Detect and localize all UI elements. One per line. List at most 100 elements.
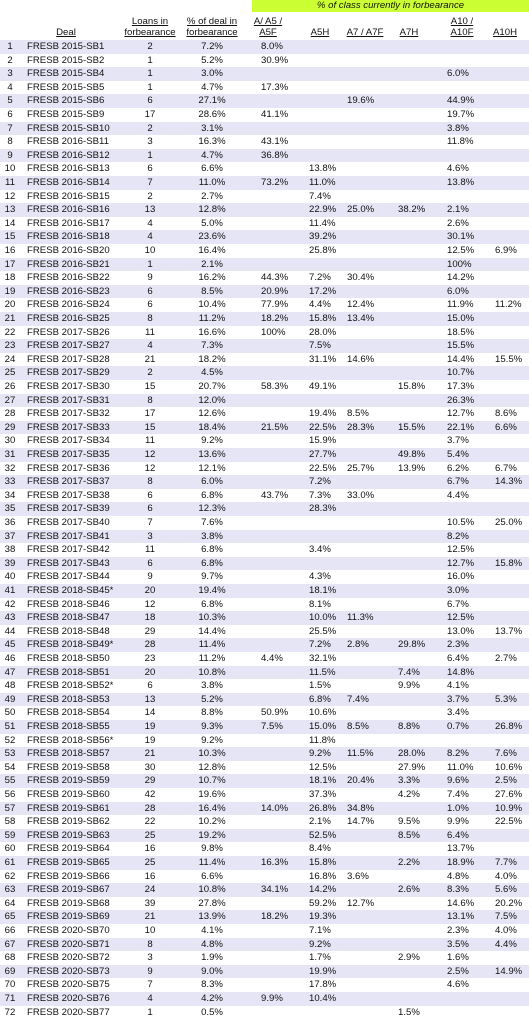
table-cell: 5.6% (495, 884, 517, 896)
table-cell: 16.2% (198, 272, 226, 284)
table-row: 72 FRESB 2020-SB77 1 0.5% 1.5% (0, 1006, 529, 1020)
table-cell: 13.4% (347, 313, 375, 324)
table-cell: 6 (147, 163, 153, 175)
table-cell: 52 (4, 734, 16, 746)
table-cell: 17 (4, 258, 16, 270)
table-cell: 8.5% (201, 285, 223, 297)
table-row: 48 FRESB 2018-SB52* 6 3.8% 1.5% 9.9% 4.1% (0, 679, 529, 693)
table-cell: 5.2% (201, 54, 223, 66)
deal-name: FRESB 2015-SB9 (27, 109, 105, 120)
table-cell: 12.7% (447, 557, 475, 569)
table-cell: 37 (4, 530, 16, 542)
table-cell: 19 (4, 285, 16, 297)
deal-name: FRESB 2016-SB20 (27, 245, 110, 256)
table-cell: 11.8% (309, 734, 336, 746)
table-cell: 12 (4, 190, 16, 202)
column-header: A7 / A7F (346, 26, 384, 38)
table-cell: 12.5% (309, 761, 337, 773)
table-cell: 7.5% (495, 911, 517, 923)
deal-name: FRESB 2019-SB64 (27, 843, 110, 855)
table-cell: 17 (144, 109, 156, 120)
table-cell: 64 (4, 897, 16, 909)
table-cell: 25.0% (495, 517, 523, 528)
table-cell: 52.5% (309, 829, 337, 841)
table-cell: 7.2% (201, 41, 223, 52)
deal-name: FRESB 2017-SB44 (27, 571, 110, 583)
table-cell: 2.3% (447, 639, 469, 651)
table-cell: 10.8% (198, 884, 226, 896)
table-cell: 7.2% (309, 476, 331, 488)
table-cell: 12 (144, 598, 156, 610)
table-cell: 10 (144, 925, 156, 936)
table-cell: 11.3% (347, 612, 374, 624)
table-cell: 25.0% (347, 204, 375, 216)
table-cell: 7.4% (347, 693, 369, 705)
table-cell: 9.9% (261, 993, 283, 1004)
table-row: 65 FRESB 2019-SB69 21 13.9% 18.2% 19.3% 13.1% 7… (0, 910, 529, 924)
deal-name: FRESB 2019-SB61 (27, 802, 110, 814)
deal-name: FRESB 2017-SB38 (27, 489, 110, 501)
table-cell: 8 (147, 394, 153, 406)
table-cell: 12.3% (198, 503, 226, 515)
deal-name: FRESB 2017-SB26 (27, 326, 110, 338)
deal-name: FRESB 2015-SB2 (27, 54, 105, 66)
table-cell: 5.2% (201, 693, 223, 705)
table-row: 33 FRESB 2017-SB37 8 6.0% 7.2% 6.7% 14.3% (0, 475, 529, 489)
table-cell: 8.4% (309, 843, 331, 855)
table-cell: 25 (144, 829, 156, 841)
deal-name: FRESB 2019-SB58 (27, 761, 110, 773)
table-cell: 4 (147, 217, 153, 229)
table-cell: 19.2% (198, 829, 226, 841)
table-cell: 11.4% (198, 639, 226, 651)
table-cell: 9 (147, 571, 153, 583)
table-row: 1 FRESB 2015-SB1 2 7.2% 8.0% (0, 40, 529, 54)
table-cell: 3 (147, 952, 153, 964)
table-cell: 14.6% (447, 897, 475, 909)
table-cell: 22.5% (495, 816, 523, 828)
table-cell: 33.0% (347, 489, 375, 501)
table-cell: 26.3% (447, 394, 475, 406)
table-cell: 11.0% (447, 761, 474, 773)
table-cell: 9.3% (201, 721, 223, 732)
table-row: 28 FRESB 2017-SB32 17 12.6% 19.4% 8.5% 12.7% 8.… (0, 407, 529, 421)
table-cell: 56 (4, 789, 16, 800)
table-cell: 1 (7, 41, 13, 52)
table-cell: 2.8% (347, 639, 369, 651)
deal-name: FRESB 2017-SB41 (27, 530, 110, 542)
table-cell: 29 (144, 625, 156, 637)
table-cell: 72 (4, 1006, 16, 1018)
table-row: 59 FRESB 2019-SB63 25 19.2% 52.5% 8.5% 6.4% (0, 828, 529, 843)
table-cell: 4.0% (495, 870, 517, 882)
table-cell: 16.8% (309, 870, 337, 882)
table-cell: 10.7% (447, 367, 475, 379)
table-cell: 6.2% (447, 462, 469, 474)
table-cell: 19.3% (309, 911, 337, 923)
table-cell: 8.0% (261, 41, 283, 52)
table-cell: 4.4% (447, 489, 469, 501)
table-cell: 8.5% (347, 408, 369, 420)
table-cell: 11.2% (495, 299, 522, 311)
table-cell: 7 (147, 517, 153, 528)
table-cell: 44.9% (447, 95, 475, 107)
table-row: 53 FRESB 2018-SB57 21 10.3% 9.2% 11.5% 28.0% 8.… (0, 747, 529, 761)
table-cell: 14.3% (495, 476, 523, 488)
table-cell: 7.5% (261, 721, 283, 732)
table-cell: 6.8% (201, 489, 223, 501)
table-cell: 12.8% (198, 204, 226, 216)
deal-name: FRESB 2016-SB11 (27, 136, 109, 148)
table-row: 24 FRESB 2017-SB28 21 18.2% 31.1% 14.6% 14.4% 1… (0, 353, 529, 367)
table-cell: 28 (144, 802, 156, 814)
table-cell: 21 (4, 313, 16, 324)
table-cell: 16.3% (198, 136, 226, 148)
table-cell: 6.4% (447, 829, 469, 841)
table-cell: 13.1% (447, 911, 475, 923)
table-cell: 6 (147, 557, 153, 569)
table-cell: 2 (7, 54, 13, 66)
table-cell: 22.9% (309, 204, 337, 216)
table-cell: 3.4% (447, 707, 469, 719)
table-cell: 1 (147, 81, 153, 93)
table-row: 36 FRESB 2017-SB40 7 7.6% 10.5% 25.0% (0, 516, 529, 530)
deal-name: FRESB 2016-SB13 (27, 163, 110, 175)
table-cell: 7.6% (495, 748, 517, 760)
